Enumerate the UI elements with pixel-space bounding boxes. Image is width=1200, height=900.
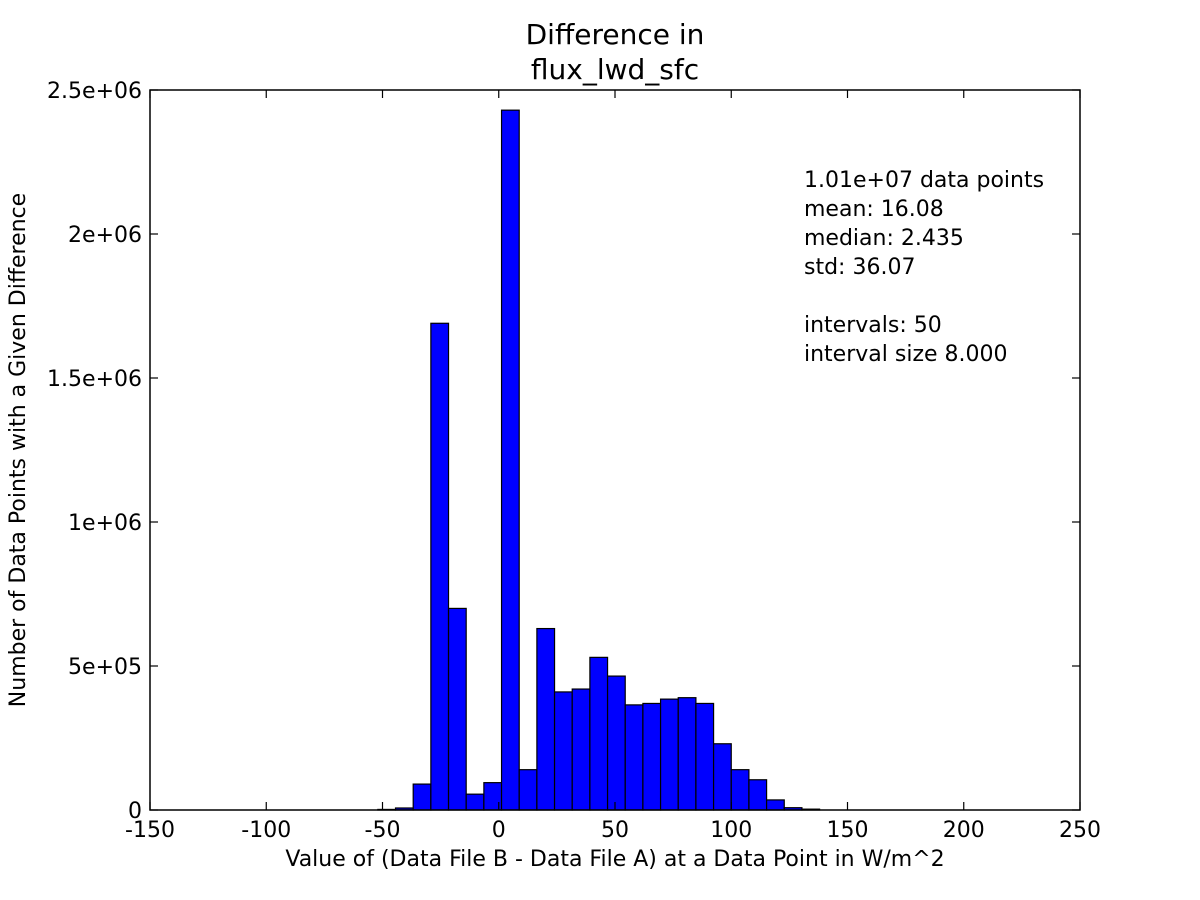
histogram-bar — [606, 675, 626, 811]
y-tick-label: 0 — [128, 799, 142, 824]
stats-annotation: 1.01e+07 data points mean: 16.08 median: 2… — [804, 168, 1044, 367]
y-tick-label: 1e+06 — [68, 511, 142, 536]
stats-annotation-line: 1.01e+07 data points — [804, 168, 1044, 193]
stats-annotation-line: std: 36.07 — [804, 255, 915, 280]
y-axis-label: Number of Data Points with a Given Diffe… — [6, 193, 31, 707]
y-tick-label: 2e+06 — [68, 223, 142, 248]
histogram-bar — [518, 769, 538, 811]
stats-annotation-line: interval size 8.000 — [804, 342, 1008, 367]
histogram-bar — [712, 743, 732, 811]
histogram-bar — [659, 698, 679, 811]
chart-title-line-2: flux_lwd_sfc — [531, 53, 699, 86]
x-tick-label: -100 — [241, 818, 291, 843]
x-tick-label: 100 — [710, 818, 752, 843]
y-axis-ticks: 0 5e+05 1e+06 1.5e+06 2e+06 2.5e+06 — [47, 79, 1080, 824]
stats-annotation-line: intervals: 50 — [804, 313, 942, 338]
histogram-bar — [730, 769, 750, 811]
x-tick-label: 50 — [601, 818, 629, 843]
x-tick-label: -150 — [125, 818, 175, 843]
x-tick-label: 0 — [492, 818, 506, 843]
x-axis-label: Value of (Data File B - Data File A) at … — [285, 847, 944, 872]
chart-title-line-1: Difference in — [526, 18, 705, 51]
histogram-bar — [571, 688, 591, 811]
chart-title: Difference in flux_lwd_sfc — [526, 18, 705, 86]
histogram-bar — [748, 779, 768, 811]
y-tick-label: 1.5e+06 — [47, 367, 142, 392]
histogram-bar — [447, 607, 467, 811]
stats-annotation-line: mean: 16.08 — [804, 197, 944, 222]
histogram-bar — [553, 691, 573, 811]
y-tick-label: 5e+05 — [68, 655, 142, 680]
x-tick-label: 150 — [827, 818, 869, 843]
histogram-bar — [677, 697, 697, 811]
histogram-bar — [589, 656, 609, 811]
histogram-bar — [412, 783, 432, 811]
stats-annotation-line: median: 2.435 — [804, 226, 964, 251]
x-axis-ticks: -150 -100 -50 0 50 100 150 200 250 — [125, 90, 1101, 843]
histogram-bar — [536, 627, 556, 811]
histogram-bar — [765, 799, 785, 811]
histogram-bar — [430, 322, 450, 811]
histogram-bar — [695, 702, 715, 811]
histogram-bars — [377, 109, 821, 811]
histogram-bar — [642, 702, 662, 811]
x-tick-label: -50 — [365, 818, 401, 843]
histogram-bar — [500, 109, 520, 811]
x-tick-label: 200 — [943, 818, 985, 843]
y-tick-label: 2.5e+06 — [47, 79, 142, 104]
histogram-bar — [465, 793, 485, 811]
x-tick-label: 250 — [1059, 818, 1101, 843]
histogram-bar — [624, 704, 644, 811]
